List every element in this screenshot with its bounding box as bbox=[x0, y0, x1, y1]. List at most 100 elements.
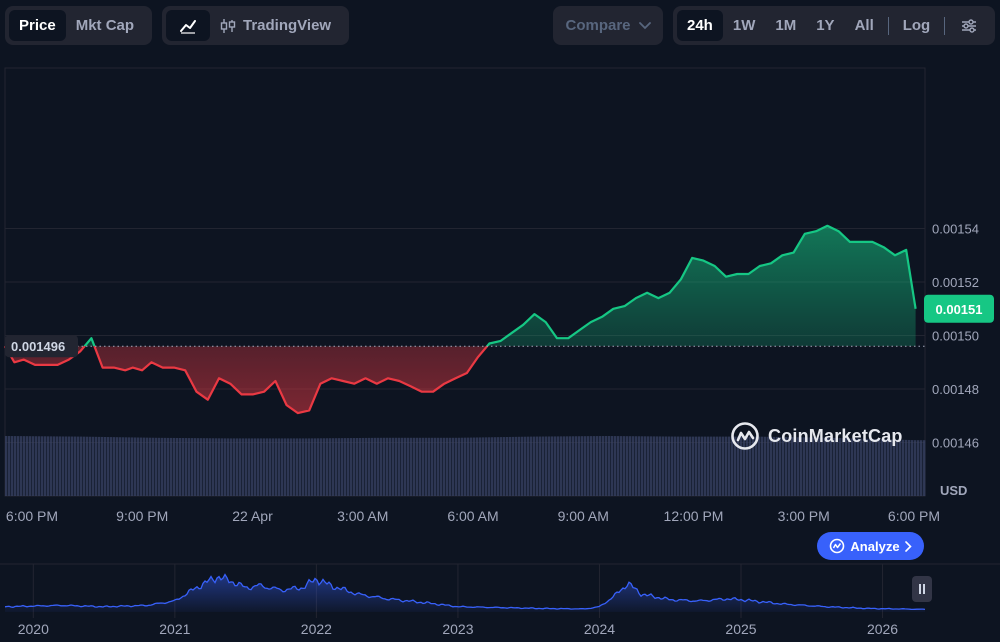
currency-label: USD bbox=[940, 483, 967, 498]
volume-bar bbox=[791, 437, 794, 496]
volume-bar bbox=[101, 436, 104, 496]
volume-bar bbox=[872, 438, 875, 496]
navigator-year-label: 2023 bbox=[442, 621, 473, 637]
volume-bar bbox=[647, 436, 650, 496]
volume-bar bbox=[296, 438, 299, 496]
range-all[interactable]: All bbox=[854, 17, 874, 34]
volume-bar bbox=[803, 437, 806, 496]
volume-bar bbox=[191, 438, 194, 496]
volume-bar bbox=[875, 439, 878, 496]
navigator-handle[interactable] bbox=[912, 576, 932, 602]
volume-bar bbox=[119, 437, 122, 496]
tradingview-button[interactable]: TradingView bbox=[210, 10, 341, 41]
navigator-year-label: 2022 bbox=[301, 621, 332, 637]
line-chart-button[interactable] bbox=[166, 10, 210, 41]
range-1y[interactable]: 1Y bbox=[816, 17, 835, 34]
volume-bar bbox=[431, 437, 434, 496]
volume-bar bbox=[89, 436, 92, 496]
volume-bar bbox=[689, 436, 692, 496]
volume-bar bbox=[449, 437, 452, 496]
volume-bar bbox=[713, 436, 716, 496]
analyze-button[interactable]: Analyze bbox=[817, 532, 924, 560]
x-tick-label: 9:00 PM bbox=[116, 508, 168, 524]
volume-bar bbox=[698, 436, 701, 496]
volume-bar bbox=[176, 437, 179, 496]
volume-bar bbox=[263, 438, 266, 496]
volume-bar bbox=[854, 438, 857, 496]
volume-bar bbox=[923, 440, 926, 496]
volume-bar bbox=[170, 437, 173, 496]
volume-bar bbox=[833, 437, 836, 496]
range-24h[interactable]: 24h bbox=[677, 10, 723, 41]
volume-bar bbox=[68, 436, 71, 496]
volume-bar bbox=[281, 438, 284, 496]
volume-bar bbox=[332, 438, 335, 496]
volume-bar bbox=[158, 437, 161, 496]
volume-bar bbox=[764, 436, 767, 496]
log-scale-button[interactable]: Log bbox=[902, 17, 931, 34]
x-tick-label: 9:00 AM bbox=[558, 508, 609, 524]
chevron-down-icon bbox=[638, 21, 651, 29]
volume-bar bbox=[368, 437, 371, 496]
volume-bar bbox=[26, 436, 29, 496]
volume-bar bbox=[512, 436, 515, 496]
volume-bar bbox=[59, 436, 62, 496]
current-price-label: 0.00151 bbox=[936, 302, 983, 317]
volume-bar bbox=[266, 438, 269, 496]
volume-bar bbox=[839, 438, 842, 496]
price-line-down bbox=[4, 346, 489, 415]
volume-bar bbox=[602, 436, 605, 496]
volume-bar bbox=[80, 436, 83, 496]
tab-mkt-cap[interactable]: Mkt Cap bbox=[75, 17, 135, 34]
volume-bar bbox=[902, 439, 905, 496]
range-1w[interactable]: 1W bbox=[732, 17, 756, 34]
volume-bar bbox=[881, 439, 884, 496]
navigator-chart[interactable]: 2020 2021 2022 2023 2024 2025 2026 bbox=[0, 563, 1000, 637]
volume-bar bbox=[488, 437, 491, 496]
volume-bar bbox=[659, 436, 662, 496]
volume-bar bbox=[98, 436, 101, 496]
price-line-up bbox=[4, 224, 917, 347]
chart-settings-button[interactable] bbox=[949, 10, 989, 41]
volume-bar bbox=[107, 437, 110, 496]
volume-bar bbox=[905, 439, 908, 496]
volume-bar bbox=[503, 437, 506, 496]
volume-bar bbox=[323, 438, 326, 496]
range-1m[interactable]: 1M bbox=[775, 17, 797, 34]
x-tick-label: 3:00 PM bbox=[778, 508, 830, 524]
volume-bar bbox=[419, 437, 422, 496]
volume-bar bbox=[599, 436, 602, 496]
volume-bar bbox=[11, 436, 14, 496]
volume-bar bbox=[35, 436, 38, 496]
volume-bar bbox=[269, 438, 272, 496]
volume-bar bbox=[692, 436, 695, 496]
volume-bar bbox=[677, 436, 680, 496]
volume-bar bbox=[545, 436, 548, 496]
tab-price[interactable]: Price bbox=[9, 10, 66, 41]
volume-bar bbox=[293, 438, 296, 496]
volume-bar bbox=[452, 437, 455, 496]
volume-bar bbox=[812, 437, 815, 496]
volume-bar bbox=[8, 436, 11, 496]
volume-bar bbox=[554, 436, 557, 496]
volume-bar bbox=[497, 437, 500, 496]
navigator-year-label: 2020 bbox=[18, 621, 49, 637]
volume-bar bbox=[44, 436, 47, 496]
volume-bar bbox=[782, 437, 785, 496]
volume-bar bbox=[866, 438, 869, 496]
volume-bar bbox=[878, 439, 881, 496]
volume-bar bbox=[674, 436, 677, 496]
volume-bar bbox=[338, 438, 341, 496]
volume-bar bbox=[665, 436, 668, 496]
volume-bar bbox=[86, 436, 89, 496]
volume-bar bbox=[65, 436, 68, 496]
compare-dropdown[interactable]: Compare bbox=[553, 6, 663, 45]
volume-bar bbox=[236, 438, 239, 496]
x-tick-label: 6:00 PM bbox=[6, 508, 58, 524]
volume-bar bbox=[641, 436, 644, 496]
candlestick-icon bbox=[220, 18, 236, 33]
volume-bar bbox=[845, 438, 848, 496]
volume-bar bbox=[62, 436, 65, 496]
chart-type-toggle: TradingView bbox=[162, 6, 349, 45]
